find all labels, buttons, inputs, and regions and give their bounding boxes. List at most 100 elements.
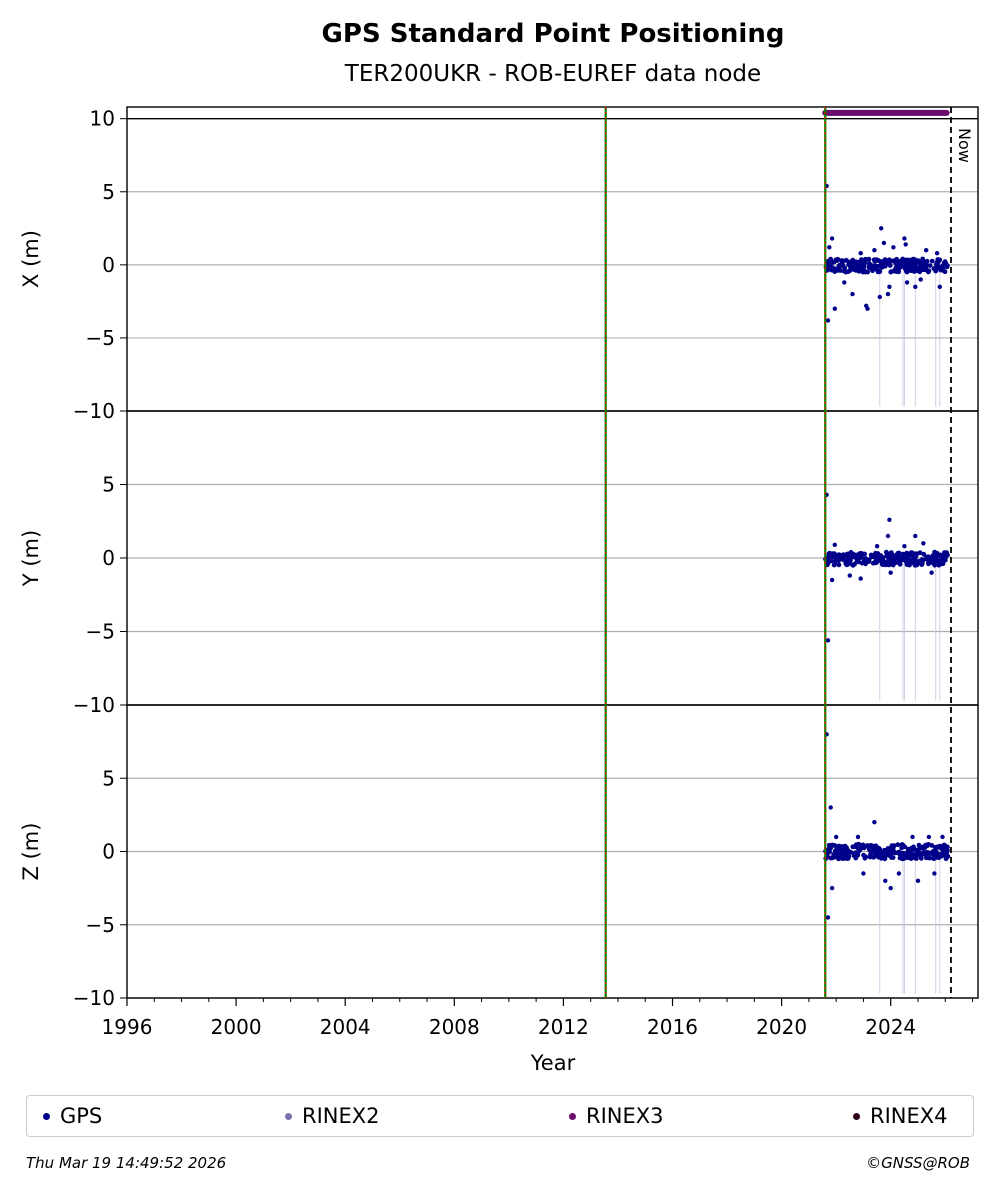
gps-point — [926, 269, 931, 275]
gps-point — [918, 277, 923, 282]
legend: GPS RINEX2 RINEX3 RINEX4 — [26, 1095, 974, 1137]
gps-point — [921, 541, 926, 546]
gps-point — [921, 259, 926, 264]
gps-point — [897, 561, 903, 567]
gps-point — [919, 562, 925, 567]
gps-point — [853, 855, 859, 861]
y-tick-label: −10 — [73, 693, 115, 717]
gps-point — [870, 843, 876, 849]
gps-point — [895, 842, 901, 848]
y-tick-label: −5 — [86, 913, 115, 937]
legend-item-rinex3: RINEX3 — [569, 1104, 664, 1128]
gps-point — [910, 834, 915, 840]
gps-point — [847, 573, 852, 578]
gps-point — [940, 263, 946, 268]
gps-point — [932, 855, 938, 861]
x-tick-label: 2008 — [429, 1015, 480, 1039]
gps-point — [861, 871, 866, 876]
legend-label-gps: GPS — [60, 1104, 103, 1128]
gps-point — [873, 550, 878, 556]
gps-point — [888, 851, 894, 857]
gps-point — [835, 266, 841, 271]
gps-point — [828, 845, 834, 851]
gps-point — [860, 259, 866, 265]
rinex2-marker-icon — [285, 1112, 292, 1120]
gps-point — [851, 259, 856, 265]
y-tick-label: −5 — [86, 620, 115, 644]
gps-point — [857, 848, 862, 853]
gps-point — [830, 554, 836, 560]
gps-point — [829, 885, 835, 891]
gps-point — [836, 843, 842, 849]
gps-point — [888, 885, 893, 891]
gps-point — [885, 533, 891, 539]
gps-point — [933, 555, 939, 560]
gps-point — [938, 845, 944, 851]
gps-point — [836, 562, 842, 568]
gps-point — [879, 226, 884, 231]
gps-point — [916, 851, 922, 856]
y-tick-label: 5 — [102, 473, 115, 497]
gps-point — [837, 555, 842, 561]
gps-point — [866, 265, 872, 271]
gps-point — [932, 871, 937, 876]
gps-point — [928, 560, 933, 566]
gps-point — [881, 240, 887, 246]
legend-item-rinex2: RINEX2 — [285, 1104, 380, 1128]
gps-point — [938, 267, 944, 273]
gps-point — [845, 562, 851, 567]
gps-point — [940, 834, 945, 840]
y-tick-label: 0 — [102, 546, 115, 570]
gps-point — [877, 294, 882, 300]
gps-point — [831, 562, 837, 568]
gps-point — [850, 291, 855, 297]
gps-point — [908, 856, 914, 861]
y-tick-label: 5 — [102, 180, 115, 204]
gps-point — [863, 556, 868, 561]
gps-point — [900, 850, 906, 856]
gps-point — [887, 517, 892, 522]
gps-point — [929, 570, 934, 575]
gps-point — [848, 264, 853, 270]
gps-point — [918, 855, 924, 861]
gps-point — [865, 306, 870, 311]
gps-point — [920, 844, 926, 850]
gps-point — [902, 844, 908, 850]
gps-point — [887, 263, 893, 268]
gps-point — [934, 251, 940, 256]
gps-point — [836, 849, 841, 854]
gps-point — [893, 560, 898, 566]
legend-label-rinex4: RINEX4 — [870, 1104, 948, 1128]
gps-point — [912, 562, 918, 568]
gps-point — [915, 559, 920, 565]
y-tick-label: −10 — [73, 399, 115, 423]
gps-point — [826, 551, 832, 557]
gps-point — [872, 820, 877, 825]
footer-timestamp: Thu Mar 19 14:49:52 2026 — [26, 1154, 227, 1172]
gps-point — [915, 878, 921, 883]
gps-point — [886, 257, 892, 263]
gps-point — [880, 852, 886, 858]
gps-point — [931, 850, 937, 856]
legend-item-rinex4: RINEX4 — [853, 1104, 948, 1128]
gps-point — [906, 264, 911, 270]
gps-point — [862, 551, 867, 557]
panel-frame — [126, 106, 979, 412]
gps-point — [926, 834, 932, 840]
gps-point — [924, 554, 929, 560]
gps-point — [940, 554, 946, 560]
gps-point — [874, 544, 880, 549]
gps-point — [913, 268, 919, 274]
gps-point — [870, 268, 875, 274]
gps-point — [850, 562, 856, 568]
gps-point — [917, 550, 923, 556]
gps-point — [842, 280, 847, 285]
gps-point — [929, 258, 935, 264]
y-axis-label: Y (m) — [19, 530, 43, 587]
gps-point — [924, 843, 930, 848]
now-label: Now — [955, 128, 974, 163]
gps-point — [872, 248, 877, 253]
gps-point — [908, 846, 914, 851]
gps-point — [903, 268, 909, 274]
gps-point — [825, 638, 831, 643]
